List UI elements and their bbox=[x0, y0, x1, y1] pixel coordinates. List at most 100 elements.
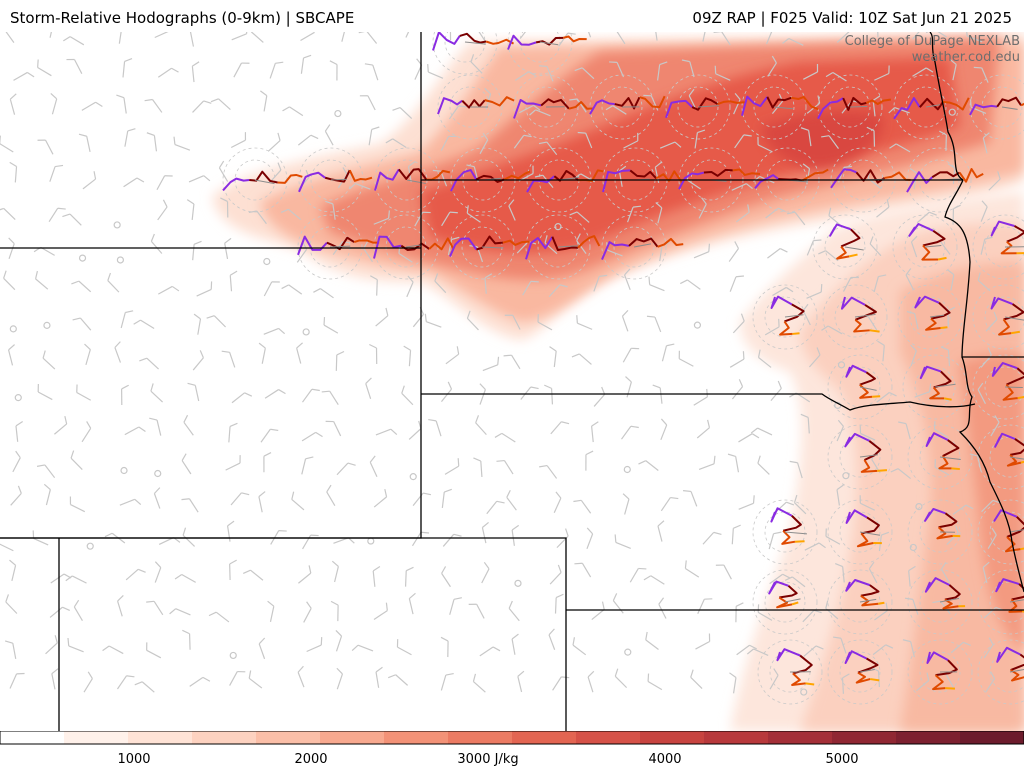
calm-wind-circle bbox=[915, 502, 923, 511]
hodograph bbox=[776, 648, 815, 686]
wind-barb bbox=[496, 459, 514, 475]
wind-barb bbox=[494, 432, 516, 443]
wind-barb bbox=[107, 272, 120, 293]
wind-barb bbox=[876, 199, 890, 218]
wind-barb bbox=[36, 464, 56, 479]
hodograph-segment bbox=[791, 601, 799, 606]
wind-barb bbox=[325, 200, 336, 220]
hodograph-segment bbox=[840, 296, 866, 310]
hodograph bbox=[914, 295, 951, 331]
colorbar-segment bbox=[0, 731, 65, 744]
wind-barb bbox=[952, 504, 974, 515]
colorbar-label-4000: 4000 bbox=[648, 752, 682, 767]
wind-barb bbox=[569, 98, 587, 113]
wind-barb bbox=[538, 65, 554, 82]
header: Storm-Relative Hodographs (0-9km) | SBCA… bbox=[0, 0, 1024, 32]
wind-barb bbox=[511, 524, 520, 546]
wind-barb bbox=[323, 317, 339, 334]
hodograph-segment bbox=[1010, 669, 1024, 682]
wind-barb bbox=[70, 450, 83, 471]
hodograph-segment bbox=[553, 169, 579, 182]
wind-barb bbox=[258, 342, 266, 364]
wind-barb bbox=[983, 637, 994, 659]
wind-barb bbox=[877, 340, 885, 362]
wind-barb bbox=[297, 665, 305, 688]
wind-barb bbox=[952, 204, 961, 225]
hodograph-segment bbox=[324, 169, 351, 183]
hodograph-ring bbox=[977, 639, 1024, 705]
wind-barb bbox=[226, 520, 235, 542]
wind-barb bbox=[408, 592, 416, 615]
wind-barb bbox=[300, 54, 312, 74]
wind-barb bbox=[248, 210, 267, 225]
border-missouri-river bbox=[929, 32, 964, 181]
hodograph-ring bbox=[817, 74, 883, 140]
wind-barb bbox=[874, 65, 890, 81]
wind-barb bbox=[576, 315, 593, 330]
wind-barb bbox=[263, 327, 286, 335]
wind-barb bbox=[45, 635, 58, 655]
storm-motion-vector bbox=[1009, 599, 1024, 603]
hodograph-segment bbox=[602, 169, 631, 193]
calm-wind-circle bbox=[120, 466, 128, 475]
wind-barb bbox=[950, 641, 971, 654]
colorbar-segment bbox=[768, 731, 833, 744]
hodograph-ring bbox=[892, 214, 958, 280]
wind-barb bbox=[770, 380, 782, 401]
hodograph-segment bbox=[678, 171, 705, 190]
storm-motion-vector bbox=[464, 41, 486, 45]
hodograph-segment bbox=[589, 99, 615, 115]
hodograph-segment bbox=[848, 253, 858, 258]
wind-barb bbox=[373, 602, 388, 620]
wind-barb bbox=[574, 562, 592, 578]
hodograph-segment bbox=[869, 329, 880, 333]
wind-barb bbox=[591, 421, 599, 443]
wind-barb bbox=[192, 240, 202, 261]
wind-barb bbox=[842, 276, 859, 292]
wind-barb bbox=[868, 561, 878, 584]
wind-barb bbox=[208, 611, 230, 623]
wind-barb bbox=[49, 164, 64, 182]
wind-barb bbox=[614, 668, 628, 689]
hodograph-segment bbox=[906, 171, 933, 193]
hodograph-segment bbox=[893, 97, 921, 120]
wind-barb bbox=[297, 134, 319, 146]
wind-barb bbox=[623, 132, 639, 149]
hodograph-segment bbox=[844, 432, 870, 448]
wind-barb bbox=[612, 593, 624, 614]
wind-barb bbox=[643, 94, 659, 111]
wind-barb bbox=[680, 279, 701, 290]
wind-barb bbox=[727, 453, 740, 473]
wind-barb bbox=[977, 382, 986, 405]
wind-barb bbox=[787, 211, 806, 226]
hodograph-segment bbox=[766, 96, 792, 109]
storm-motion-vector bbox=[939, 597, 960, 603]
wind-barb bbox=[486, 500, 505, 515]
storm-motion-vector bbox=[557, 245, 579, 248]
hodograph-segment bbox=[1020, 547, 1024, 551]
wind-barb bbox=[326, 484, 336, 506]
wind-barb bbox=[401, 385, 414, 406]
wind-barb bbox=[188, 175, 211, 183]
wind-barb bbox=[980, 236, 993, 255]
wind-barb bbox=[876, 391, 897, 403]
calm-wind-circle bbox=[409, 473, 417, 481]
hodograph bbox=[817, 96, 892, 120]
hodograph-ring bbox=[977, 499, 1024, 565]
wind-barb bbox=[78, 133, 91, 153]
hodograph-segment bbox=[277, 173, 303, 184]
hodograph-ring bbox=[752, 569, 818, 635]
wind-barb bbox=[910, 344, 917, 367]
hodograph-ring bbox=[827, 499, 893, 565]
wind-barb bbox=[735, 602, 744, 623]
wind-barb bbox=[363, 241, 374, 263]
hodograph-segment bbox=[577, 235, 601, 249]
hodograph-segment bbox=[568, 101, 593, 110]
hodograph bbox=[678, 168, 761, 190]
wind-barb bbox=[37, 59, 52, 77]
wind-barb bbox=[802, 609, 822, 623]
wind-barb bbox=[693, 388, 708, 406]
storm-motion-vector bbox=[1001, 106, 1018, 110]
hodograph-segment bbox=[878, 601, 885, 605]
hodograph-segment bbox=[461, 99, 486, 109]
